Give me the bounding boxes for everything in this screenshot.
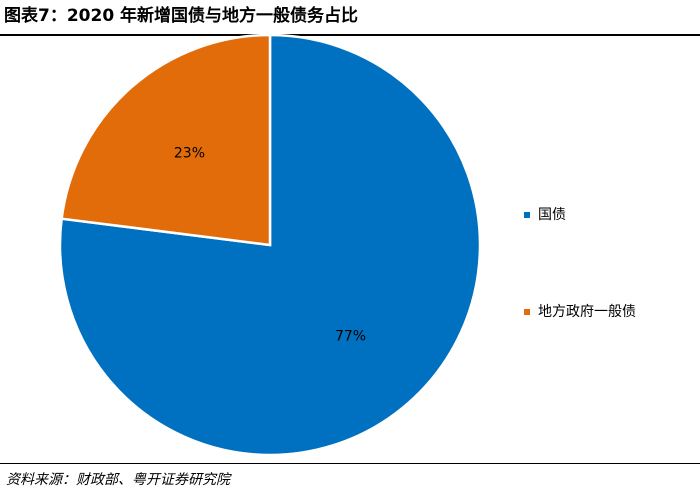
title-divider [0, 34, 700, 36]
legend-item-0: 国债 [524, 206, 566, 224]
legend-item-1: 地方政府一般债 [524, 303, 636, 321]
pie-slice-1 [60, 33, 272, 247]
pie-slice-0 [58, 33, 482, 457]
legend-label-1: 地方政府一般债 [538, 304, 636, 320]
legend-swatch-0 [524, 212, 530, 218]
legend-label-0: 国债 [538, 207, 566, 223]
chart-title: 图表7：2020 年新增国债与地方一般债务占比 [4, 6, 359, 26]
source-divider [0, 463, 700, 464]
slice-data-label-1: 23% [174, 146, 205, 162]
legend-swatch-1 [524, 309, 530, 315]
source-note: 资料来源：财政部、粤开证券研究院 [6, 472, 230, 488]
slice-data-label-0: 77% [335, 328, 366, 344]
